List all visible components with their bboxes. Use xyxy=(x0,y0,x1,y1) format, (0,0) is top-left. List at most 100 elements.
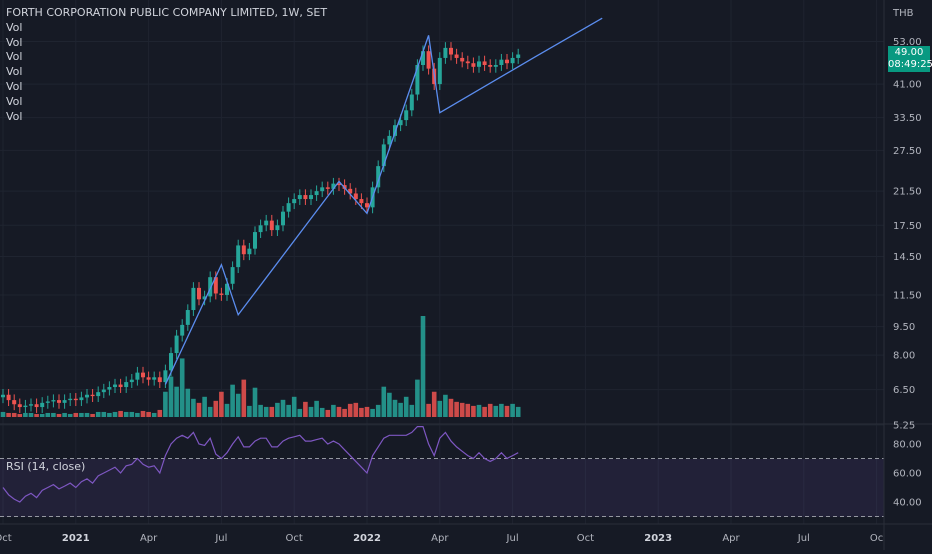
volume-bar xyxy=(129,411,135,417)
time-tick-label: Oct xyxy=(577,533,594,544)
candle-body xyxy=(437,57,442,85)
volume-bar xyxy=(95,411,101,417)
volume-legend-label[interactable]: Vol xyxy=(6,20,23,34)
rsi-legend-label[interactable]: RSI (14, close) xyxy=(6,460,86,473)
rsi-tick-label: 60.00 xyxy=(893,469,922,480)
candle-body xyxy=(465,61,470,64)
candle-body xyxy=(454,54,459,58)
candle-body xyxy=(1,394,5,398)
candle-body xyxy=(415,64,420,95)
candle-body xyxy=(45,401,50,403)
volume-bar xyxy=(196,402,202,417)
candle-body xyxy=(185,310,190,325)
volume-bar xyxy=(308,406,314,417)
time-tick-label: Oct xyxy=(0,533,12,544)
currency-label: THB xyxy=(892,8,914,19)
volume-bar xyxy=(286,404,291,417)
volume-bar xyxy=(471,405,476,417)
candle-body xyxy=(331,183,336,189)
volume-bar xyxy=(465,403,471,417)
time-tick-label: 2022 xyxy=(353,533,381,544)
volume-bar xyxy=(140,410,146,417)
volume-legend-label[interactable]: Vol xyxy=(6,94,23,108)
volume-bar xyxy=(11,412,17,417)
volume-bar xyxy=(493,405,499,417)
volume-bar xyxy=(235,393,241,417)
candle-body xyxy=(124,382,129,388)
volume-bar xyxy=(213,400,219,417)
candle-body xyxy=(129,379,134,383)
candle-body xyxy=(337,183,341,186)
candle-body xyxy=(57,400,61,403)
volume-bar xyxy=(6,412,11,417)
chart-title[interactable]: FORTH CORPORATION PUBLIC COMPANY LIMITED… xyxy=(6,6,328,19)
candle-body xyxy=(208,277,213,297)
candle-body xyxy=(421,51,425,65)
candle-body xyxy=(118,384,123,388)
volume-bar xyxy=(331,404,336,417)
volume-bar xyxy=(387,392,392,417)
candle-body xyxy=(348,188,353,194)
price-tick-label: 9.50 xyxy=(893,322,915,333)
price-candles xyxy=(1,42,521,413)
rsi-line xyxy=(2,426,519,503)
volume-bar xyxy=(370,408,375,417)
price-tick-label: 33.50 xyxy=(893,113,922,124)
volume-bars xyxy=(0,316,521,417)
volume-bar xyxy=(179,358,185,417)
volume-bar xyxy=(247,405,252,417)
volume-legend-label[interactable]: Vol xyxy=(6,79,23,93)
candle-body xyxy=(219,293,224,295)
candle-body xyxy=(443,47,448,58)
price-axis[interactable]: 53.00 41.00 33.50 27.50 21.50 17.50 14.50 11.50… xyxy=(893,37,922,432)
volume-bar xyxy=(207,406,213,417)
candle-body xyxy=(482,61,487,65)
candle-body xyxy=(269,220,274,231)
volume-bar xyxy=(487,403,493,417)
volume-bar xyxy=(101,411,107,417)
candle-body xyxy=(191,287,196,311)
volume-legend-label[interactable]: Vol xyxy=(6,35,23,49)
price-tick-label: 5.25 xyxy=(893,421,915,432)
bar-countdown: 08:49:25 xyxy=(888,59,932,70)
volume-bar xyxy=(118,410,123,417)
candle-body xyxy=(202,296,207,300)
candle-body xyxy=(101,389,106,393)
candle-body xyxy=(107,387,112,390)
volume-bar xyxy=(107,412,112,417)
price-tick-label: 17.50 xyxy=(893,221,922,232)
volume-bar xyxy=(420,316,426,417)
volume-bar xyxy=(297,408,303,417)
volume-bar xyxy=(353,402,359,417)
candle-body xyxy=(236,245,241,268)
volume-bar xyxy=(135,412,140,417)
volume-bar xyxy=(515,406,521,417)
volume-bar xyxy=(23,412,28,417)
volume-bar xyxy=(84,412,90,417)
candle-body xyxy=(197,287,201,300)
last-price-value: 49.00 xyxy=(894,47,924,58)
time-tick-label: Oct xyxy=(286,533,303,544)
candle-body xyxy=(17,404,22,408)
candle-body xyxy=(499,59,504,65)
volume-legend-label[interactable]: Vol xyxy=(6,109,23,123)
volume-bar xyxy=(437,400,443,417)
volume-bar xyxy=(224,403,230,417)
volume-legend-label[interactable]: Vol xyxy=(6,65,23,79)
candle-body xyxy=(51,400,56,402)
candle-body xyxy=(79,397,84,401)
candle-body xyxy=(12,400,17,405)
volume-legend-label[interactable]: Vol xyxy=(6,50,23,64)
rsi-axis[interactable]: 80.00 60.00 40.00 xyxy=(893,440,922,509)
volume-bar xyxy=(280,399,286,417)
candle-body xyxy=(471,63,476,67)
time-axis[interactable]: Oct 2021 Apr Jul Oct 2022 Apr Jul Oct 2023 Apr Jul O… xyxy=(0,533,883,544)
candle-body xyxy=(68,398,73,401)
volume-bar xyxy=(403,396,409,417)
volume-bar xyxy=(381,386,387,417)
time-tick-label: 2023 xyxy=(644,533,672,544)
volume-bar xyxy=(151,412,157,417)
pattern-polyline xyxy=(164,17,603,385)
